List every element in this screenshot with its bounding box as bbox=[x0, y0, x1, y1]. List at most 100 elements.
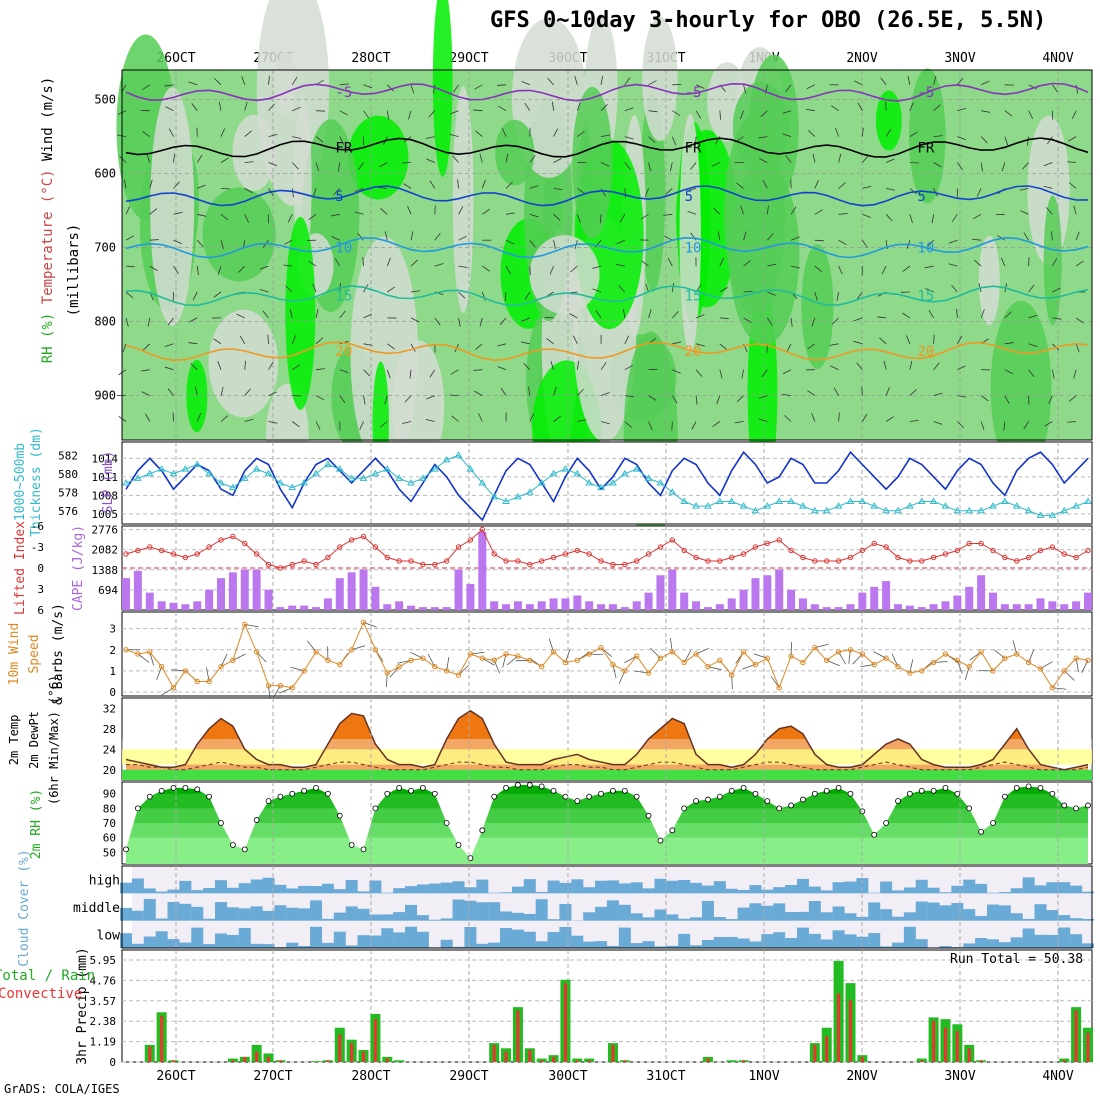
wind-barb bbox=[384, 395, 388, 405]
li-point bbox=[847, 554, 854, 561]
thickness-point bbox=[858, 497, 867, 504]
wind-barb bbox=[173, 211, 183, 215]
upper-air-ylabel: RH (%) Temperature (°C) Wind (m/s) bbox=[40, 77, 56, 364]
wind-barb bbox=[624, 162, 631, 170]
cloud-bar bbox=[511, 886, 524, 894]
wind-barb bbox=[924, 265, 934, 269]
precip-total-bar bbox=[916, 1058, 927, 1062]
wind-barb bbox=[449, 394, 459, 396]
cloud-bar bbox=[428, 919, 441, 921]
wind-barb bbox=[1028, 284, 1035, 293]
cape-bar bbox=[644, 592, 653, 610]
cloud-bar bbox=[262, 944, 275, 948]
li-point bbox=[895, 554, 901, 561]
cape-bar bbox=[513, 601, 522, 610]
wind-barb bbox=[453, 84, 459, 93]
li-point bbox=[1085, 547, 1091, 554]
wind-barb bbox=[980, 80, 990, 86]
thickness-line bbox=[125, 454, 1089, 516]
cape-bar bbox=[965, 586, 974, 610]
cloud-bar bbox=[286, 942, 299, 948]
wind-barb bbox=[553, 214, 561, 221]
wind-barb bbox=[434, 263, 444, 267]
wind-barb bbox=[149, 208, 157, 215]
wind-barb bbox=[645, 283, 649, 293]
cloud-bar bbox=[274, 884, 287, 894]
bottom-day-label: 28OCT bbox=[351, 1069, 390, 1084]
wind-barb bbox=[339, 83, 349, 86]
wind-barb bbox=[957, 365, 966, 371]
cloud-bar bbox=[1022, 928, 1035, 948]
wind-barb bbox=[766, 317, 773, 326]
pressure-tick-label: 500 bbox=[94, 93, 116, 107]
wind10-point bbox=[717, 657, 723, 664]
wind-barb bbox=[879, 337, 887, 345]
contour-label: 5 bbox=[685, 189, 693, 205]
contour-label: -5 bbox=[917, 85, 934, 101]
thickness-point bbox=[917, 497, 926, 504]
wind-barb bbox=[291, 335, 297, 344]
li-point bbox=[669, 537, 676, 543]
wind10-point bbox=[194, 678, 200, 685]
wind-barb bbox=[902, 312, 911, 319]
cloud-bar bbox=[642, 917, 655, 921]
wind-barb bbox=[743, 231, 747, 241]
wind-barb bbox=[835, 128, 839, 137]
wind-barb bbox=[268, 421, 278, 424]
wind-barb bbox=[838, 239, 847, 246]
wind10-point bbox=[218, 663, 224, 670]
rh-point bbox=[158, 787, 165, 794]
wind-barb bbox=[149, 265, 158, 272]
cloud-bar bbox=[203, 944, 216, 948]
wind10-point bbox=[337, 661, 343, 668]
wind-barb bbox=[736, 395, 744, 403]
cloud-bar bbox=[773, 932, 786, 948]
cape-bar bbox=[608, 604, 617, 610]
wind-barb bbox=[236, 313, 245, 319]
wind-barb bbox=[909, 188, 918, 195]
wind-barb bbox=[624, 107, 634, 112]
wind-barb bbox=[624, 364, 633, 371]
cape-bar bbox=[798, 598, 807, 610]
wind-barb bbox=[481, 179, 486, 189]
wind-barb bbox=[672, 311, 679, 319]
wind-tick-label: 2 bbox=[109, 644, 116, 657]
cape-bar bbox=[371, 586, 380, 610]
thickness-point bbox=[502, 497, 510, 504]
thickness-point bbox=[478, 479, 487, 486]
thickness-point bbox=[145, 469, 154, 477]
thickness-point bbox=[905, 502, 914, 509]
wind-barb bbox=[362, 257, 364, 267]
wind10-point bbox=[360, 619, 367, 626]
wind-barb bbox=[672, 341, 682, 345]
wind-barb bbox=[268, 162, 278, 167]
li-point bbox=[776, 537, 782, 543]
wind-barb bbox=[687, 188, 697, 192]
precip-tick-label: 3.57 bbox=[90, 995, 117, 1008]
cloud-bar bbox=[773, 887, 786, 894]
wind-barb bbox=[762, 180, 768, 189]
rh-point bbox=[194, 786, 201, 793]
wind-barb bbox=[429, 369, 436, 378]
cloud-bar bbox=[618, 883, 631, 894]
cape-bar bbox=[1060, 604, 1069, 610]
thickness-point bbox=[276, 479, 285, 486]
top-day-label: 29OCT bbox=[449, 51, 488, 66]
thickness-point bbox=[739, 502, 748, 509]
li-point bbox=[907, 558, 913, 564]
li-point bbox=[538, 558, 545, 564]
wind-barb bbox=[980, 136, 988, 144]
cloud-bar bbox=[1070, 918, 1083, 921]
wind-barb bbox=[807, 390, 816, 396]
wind-barb bbox=[758, 418, 768, 422]
cloud-bar bbox=[333, 889, 346, 894]
wind10-point bbox=[242, 621, 248, 628]
wind-barb bbox=[980, 162, 983, 172]
cape-bar bbox=[169, 602, 178, 610]
rh-area bbox=[978, 235, 1000, 325]
cloud-bar bbox=[915, 879, 928, 894]
cloud-bar bbox=[713, 917, 726, 921]
temperature-contour bbox=[125, 82, 1089, 102]
wind-barb bbox=[458, 265, 468, 268]
